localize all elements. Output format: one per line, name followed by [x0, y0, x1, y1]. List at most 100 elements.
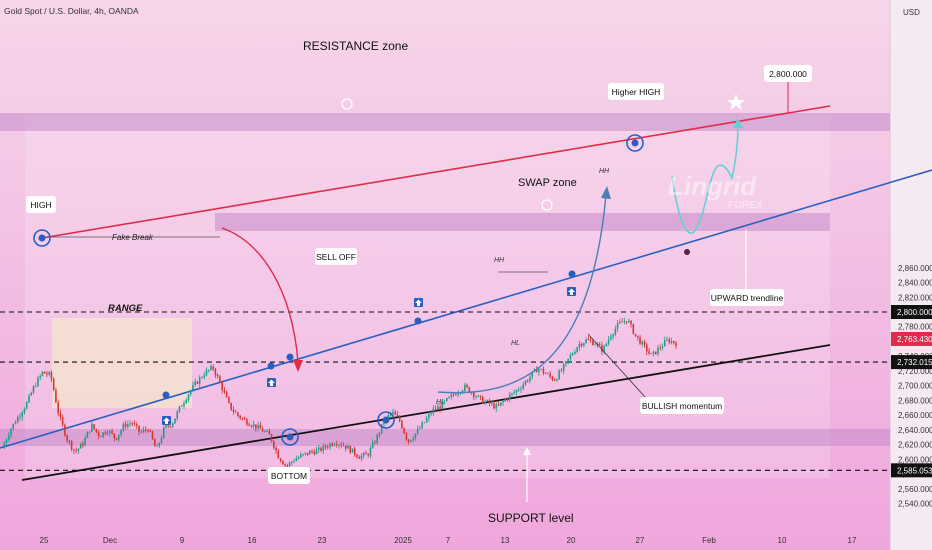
candle-body — [243, 418, 246, 420]
candle-body — [614, 328, 617, 335]
candle-body — [84, 437, 86, 446]
candle-body — [646, 344, 648, 352]
fake-break-label: Fake Break — [112, 233, 154, 242]
symbol-title: Gold Spot / U.S. Dollar, 4h, OANDA — [4, 6, 139, 16]
candle-body — [479, 395, 482, 398]
bottom-label: BOTTOM — [271, 471, 307, 481]
higher-high-circle — [626, 134, 644, 152]
star-icon — [727, 94, 745, 110]
price-label-box — [891, 331, 932, 346]
candle-body — [183, 403, 185, 407]
candle-body — [414, 433, 417, 439]
candle-body — [542, 368, 545, 374]
candle-body — [293, 460, 295, 462]
candle-body — [138, 425, 140, 432]
candle-body — [362, 452, 365, 456]
candle-body — [374, 442, 376, 444]
candle-body — [549, 373, 551, 377]
candle-body — [225, 392, 228, 398]
retest-circle — [377, 411, 395, 429]
x-tick-label: 27 — [636, 536, 645, 545]
candle-body — [432, 408, 435, 414]
candle-body — [643, 341, 646, 345]
candle-body — [180, 406, 183, 407]
target-label: 2,800.000 — [769, 69, 807, 79]
support-trendline — [21, 344, 831, 481]
candle-body — [601, 345, 603, 352]
candle-body — [630, 320, 632, 325]
higher-high-label: Higher HIGH — [612, 87, 661, 97]
candle-body — [198, 377, 201, 384]
candle-body — [376, 434, 378, 444]
candle-body — [162, 427, 165, 438]
candle-body — [39, 375, 41, 378]
candle-body — [470, 392, 473, 394]
candle-body — [201, 377, 203, 379]
candle-body — [61, 416, 64, 425]
candle-body — [517, 389, 520, 391]
candle-body — [556, 379, 558, 381]
candle-body — [160, 437, 163, 444]
sell-off-label: SELL OFF — [316, 252, 356, 262]
candle-body — [477, 395, 480, 397]
x-tick-label: Feb — [702, 536, 716, 545]
candle-body — [142, 429, 145, 432]
y-tick-label: 2,640.000 — [898, 426, 932, 435]
candle-body — [232, 409, 235, 412]
candle-body — [526, 380, 529, 382]
candle-body — [52, 378, 55, 391]
candle-body — [169, 426, 172, 427]
candle-body — [282, 461, 284, 465]
candle-body — [111, 430, 113, 434]
candle-body — [219, 376, 221, 383]
candle-body — [189, 390, 192, 395]
candle-body — [309, 450, 311, 455]
x-tick-label: 7 — [446, 536, 451, 545]
candle-body — [648, 351, 650, 354]
candle-body — [410, 440, 412, 442]
candle-body — [100, 436, 102, 438]
candle-body — [156, 445, 158, 447]
candle-body — [580, 343, 583, 346]
price-labels: 2,800.000 2,763.430 2,732.015 2,585.053 — [891, 305, 932, 478]
candle-body — [131, 423, 134, 425]
candle-body — [383, 423, 385, 425]
candle-body — [428, 414, 430, 419]
candle-body — [207, 369, 210, 371]
candle-body — [342, 445, 345, 447]
candle-body — [430, 413, 432, 415]
resistance-zone-band — [0, 113, 890, 131]
candle-body — [365, 452, 367, 455]
candle-body — [499, 402, 502, 406]
candle-body — [203, 375, 205, 378]
candle-body — [511, 393, 513, 395]
candle-body — [21, 412, 24, 417]
candle-body — [41, 371, 44, 376]
currency-label: USD — [903, 8, 920, 17]
range-box — [52, 318, 192, 408]
candle-body — [14, 422, 17, 424]
candle-body — [497, 404, 500, 406]
x-tick-label: 9 — [180, 536, 185, 545]
watermark-brand: Lingrid — [668, 171, 757, 201]
candle-body — [113, 433, 116, 439]
projection-arrowhead — [733, 118, 743, 128]
swap-zone-label: SWAP zone — [518, 177, 577, 189]
candle-body — [659, 347, 662, 349]
candle-body — [450, 394, 453, 397]
price-label: 2,800.000 — [897, 308, 932, 317]
y-tick-label: 2,620.000 — [898, 441, 932, 450]
candle-body — [565, 361, 567, 365]
candle-body — [455, 394, 457, 396]
alert-icon — [541, 199, 553, 211]
candle-body — [55, 390, 57, 403]
candle-body — [637, 335, 639, 338]
candle-body — [562, 364, 565, 371]
price-label-box — [891, 463, 932, 478]
candle-body — [174, 418, 176, 424]
candle-body — [239, 415, 241, 419]
x-tick-label: Dec — [103, 536, 117, 545]
candle-body — [167, 425, 170, 427]
candle-body — [23, 408, 26, 413]
candle-body — [322, 445, 325, 451]
